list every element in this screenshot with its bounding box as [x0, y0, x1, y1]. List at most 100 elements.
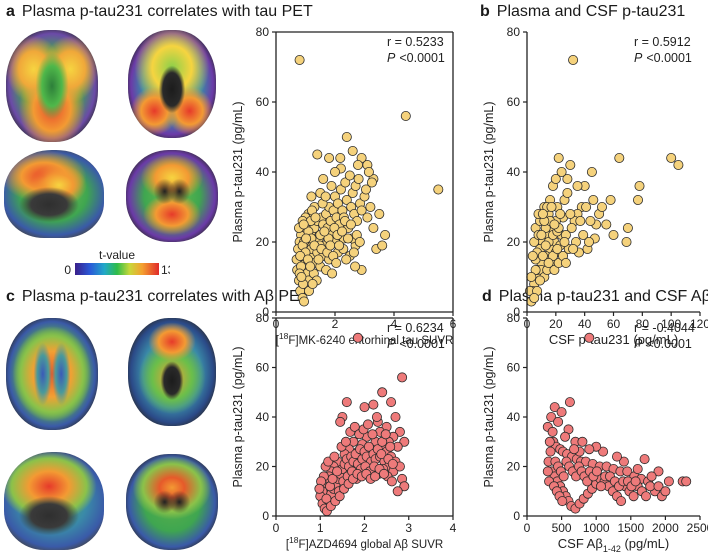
chart-b-point	[581, 201, 592, 212]
chart-d-point	[560, 431, 571, 442]
chart-a-point	[377, 240, 388, 251]
chart-b-annotation-r: r = 0.5912	[634, 35, 691, 49]
chart-a-point	[305, 261, 316, 272]
chart-d-x-label-suffix: (pg/mL)	[621, 536, 669, 551]
chart-d-point	[612, 451, 623, 462]
chart-a-point	[360, 184, 371, 195]
chart-a-point	[341, 194, 352, 205]
chart-b-point	[605, 194, 616, 205]
chart-d-annotation-p: P <0.0001	[634, 337, 692, 351]
colorbar-gradient	[75, 263, 159, 275]
chart-b-points	[524, 55, 684, 307]
chart-b-point	[572, 180, 583, 191]
chart-b-point	[562, 173, 573, 184]
chart-d-point	[584, 444, 595, 455]
chart-c-point	[386, 476, 397, 487]
chart-a-x-label: [18F]MK-6240 entorhinal tau SUVR	[276, 331, 454, 347]
tau-pet-coronal-map	[126, 150, 218, 242]
chart-c-x-label: [18F]AZD4694 global Aβ SUVR	[286, 535, 443, 551]
tau-pet-axial-map-2	[128, 30, 216, 138]
chart-c-x-tick-label: 0	[273, 521, 280, 535]
chart-c-point	[332, 466, 343, 477]
chart-a-y-tick-label: 0	[262, 305, 269, 319]
chart-a-point	[296, 271, 307, 282]
chart-d-point	[591, 466, 602, 477]
chart-d-point	[577, 436, 588, 447]
chart-a-point	[294, 55, 305, 66]
chart-c-point	[329, 451, 340, 462]
chart-d-annotation-p-label: P	[634, 337, 643, 351]
chart-a-x-tick-label: 2	[332, 317, 339, 331]
panel-c-title: c Plasma p-tau231 correlates with Aβ PET	[6, 288, 309, 306]
chart-a-point	[356, 205, 367, 216]
chart-c-point	[386, 397, 397, 408]
panel-b-title-text: Plasma and CSF p-tau231	[496, 3, 686, 20]
chart-a-point	[354, 236, 365, 247]
chart-b-point	[584, 236, 595, 247]
chart-d-point	[557, 496, 568, 507]
chart-b-x-tick-label: 40	[578, 317, 592, 331]
chart-b-point	[597, 201, 608, 212]
chart-a-point	[362, 212, 373, 223]
chart-a-annotation-p-value: <0.0001	[399, 51, 445, 65]
chart-b-point	[566, 222, 577, 233]
chart-a-point	[350, 261, 361, 272]
chart-b-y-tick-label: 80	[507, 25, 521, 39]
colorbar-max: 13	[161, 263, 170, 277]
chart-d-point	[653, 481, 664, 492]
chart-a-point	[298, 296, 309, 307]
panel-d-title: d Plasma p-tau231 and CSF Aβ	[482, 288, 708, 306]
chart-b-point	[575, 215, 586, 226]
chart-b-point	[536, 229, 547, 240]
chart-a-y-tick-label: 60	[256, 95, 270, 109]
chart-d-x-tick-label: 2000	[652, 521, 679, 535]
chart-a-point	[341, 254, 352, 265]
chart-c-y-tick-label: 60	[256, 361, 270, 375]
chart-c-y-tick-label: 40	[256, 410, 270, 424]
chart-b-point	[537, 208, 548, 219]
chart-b-point	[537, 250, 548, 261]
amyloid-pet-coronal-map	[126, 454, 218, 550]
chart-a-x-label-prefix: [	[276, 335, 280, 347]
chart-d-x-label-prefix: CSF Aβ	[558, 536, 603, 551]
colorbar-label: t-value	[99, 248, 135, 262]
chart-c-annotation-p-label: P	[387, 337, 396, 351]
chart-c-point	[397, 372, 408, 383]
chart-b-x-tick-label: 100	[661, 317, 681, 331]
tau-pet-sagittal-map	[4, 150, 104, 238]
chart-b-point	[556, 166, 567, 177]
chart-c-point	[340, 436, 351, 447]
chart-d-y-tick-label: 60	[507, 361, 521, 375]
chart-b-point	[666, 152, 677, 163]
chart-c-point	[371, 411, 382, 422]
chart-d-point	[596, 481, 607, 492]
chart-b-annotation-p-value: <0.0001	[646, 51, 692, 65]
chart-c-annotation-r: r = 0.6234	[387, 321, 444, 335]
chart-b-point	[529, 292, 540, 303]
chart-a-point	[368, 222, 379, 233]
panel-a-title-text: Plasma p-tau231 correlates with tau PET	[21, 3, 313, 20]
chart-d-point	[542, 466, 553, 477]
panel-c-title-text: Plasma p-tau231 correlates with Aβ PET	[21, 288, 310, 305]
chart-a-y-tick-label: 80	[256, 25, 270, 39]
chart-d-x-label-sub: 1-42	[603, 544, 621, 552]
chart-b-point	[633, 194, 644, 205]
chart-a-point	[313, 254, 324, 265]
chart-d-point	[553, 416, 564, 427]
chart-a-x-tick-label: 4	[391, 317, 398, 331]
chart-b-point	[601, 219, 612, 230]
chart-b-point	[540, 240, 551, 251]
amyloid-pet-sagittal-map	[4, 452, 104, 550]
chart-d-point	[660, 486, 671, 497]
chart-b-point	[621, 236, 632, 247]
chart-b-point	[565, 208, 576, 219]
chart-b-point	[552, 243, 563, 254]
chart-d-point	[618, 456, 629, 467]
chart-c-point	[359, 402, 370, 413]
chart-d-point	[616, 496, 627, 507]
chart-c-point	[387, 458, 398, 469]
panel-a-title: a Plasma p-tau231 correlates with tau PET	[6, 3, 313, 21]
chart-b-point	[559, 236, 570, 247]
chart-b-point	[673, 159, 684, 170]
